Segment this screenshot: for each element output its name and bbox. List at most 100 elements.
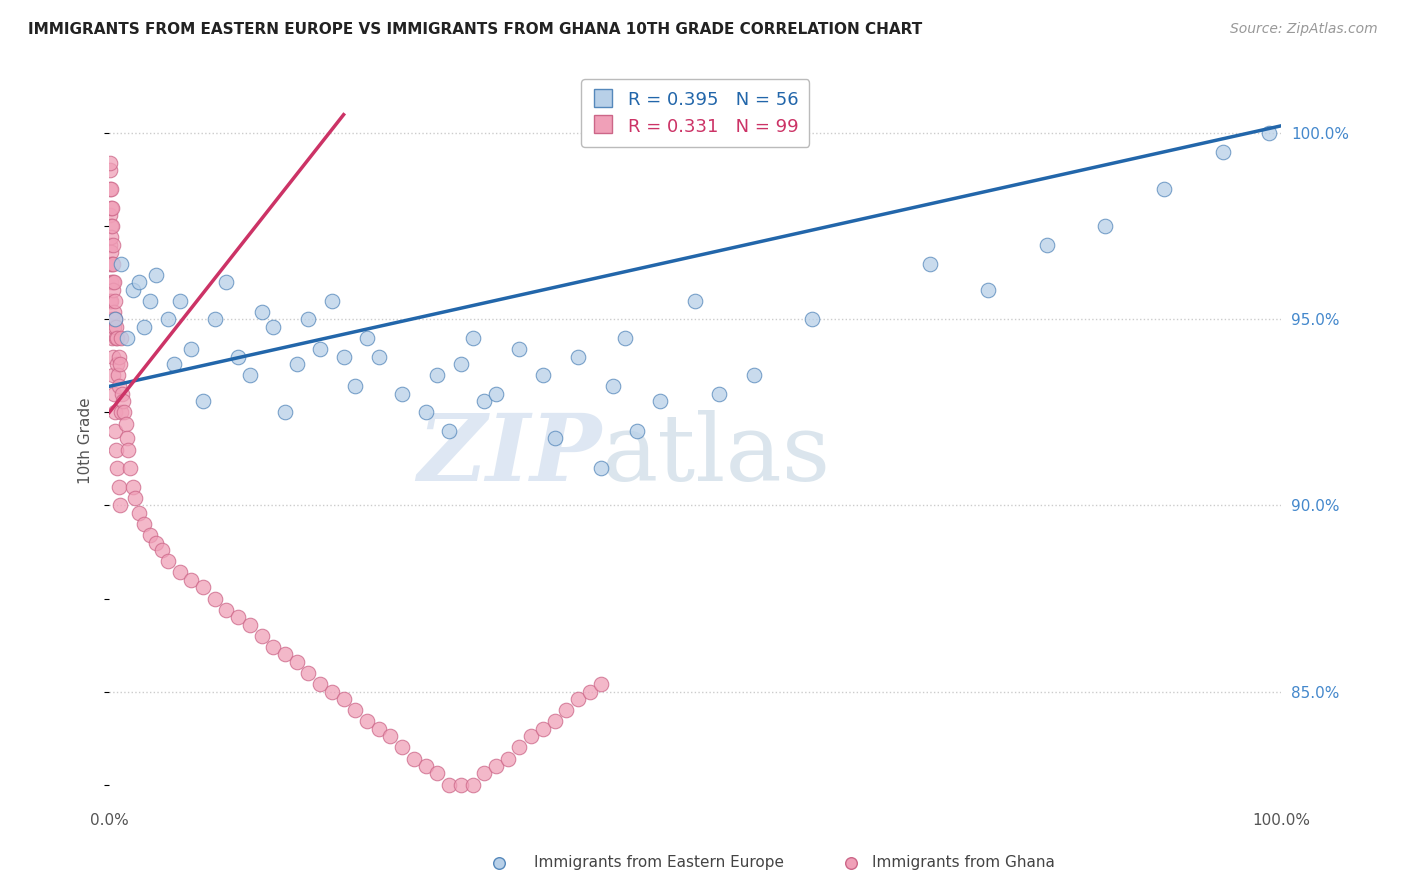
Point bbox=[105, 357, 128, 371]
Point bbox=[163, 357, 186, 371]
Point bbox=[121, 283, 143, 297]
Point bbox=[250, 305, 273, 319]
Point bbox=[100, 156, 122, 170]
Point bbox=[156, 312, 179, 326]
Text: IMMIGRANTS FROM EASTERN EUROPE VS IMMIGRANTS FROM GHANA 10TH GRADE CORRELATION C: IMMIGRANTS FROM EASTERN EUROPE VS IMMIGR… bbox=[28, 22, 922, 37]
Point bbox=[591, 677, 613, 691]
Point bbox=[108, 357, 131, 371]
Point bbox=[107, 480, 129, 494]
Point bbox=[98, 163, 121, 178]
Point bbox=[426, 766, 449, 780]
Point bbox=[103, 405, 125, 419]
Point bbox=[121, 480, 143, 494]
Point bbox=[145, 268, 167, 282]
Point bbox=[103, 305, 125, 319]
Point bbox=[117, 442, 139, 457]
Point bbox=[191, 580, 214, 594]
Point bbox=[391, 740, 413, 755]
Point bbox=[367, 350, 389, 364]
Point bbox=[100, 201, 122, 215]
Point bbox=[801, 312, 824, 326]
Point bbox=[472, 394, 495, 409]
Point bbox=[520, 729, 543, 743]
Point bbox=[115, 432, 138, 446]
Point bbox=[204, 591, 226, 606]
Point bbox=[98, 256, 121, 270]
Point bbox=[285, 357, 308, 371]
Text: atlas: atlas bbox=[602, 409, 831, 500]
Point bbox=[112, 394, 135, 409]
Point bbox=[103, 293, 125, 308]
Point bbox=[472, 766, 495, 780]
Point bbox=[648, 394, 671, 409]
Point bbox=[1211, 145, 1233, 159]
Point bbox=[105, 442, 128, 457]
Point bbox=[107, 368, 129, 383]
Point bbox=[555, 703, 578, 717]
Point bbox=[104, 312, 127, 326]
Point bbox=[578, 684, 600, 698]
Point bbox=[100, 293, 122, 308]
Point bbox=[100, 245, 122, 260]
Point bbox=[415, 759, 437, 773]
Point bbox=[262, 319, 284, 334]
Point bbox=[104, 424, 127, 438]
Point bbox=[114, 405, 136, 419]
Point bbox=[344, 379, 367, 393]
Point bbox=[100, 219, 122, 234]
Point bbox=[356, 331, 378, 345]
Point bbox=[262, 640, 284, 654]
Point bbox=[742, 368, 765, 383]
Point bbox=[297, 312, 319, 326]
Point bbox=[567, 692, 589, 706]
Point bbox=[321, 684, 343, 698]
Point bbox=[461, 778, 484, 792]
Point bbox=[134, 517, 156, 532]
Point bbox=[285, 655, 308, 669]
Point bbox=[485, 759, 508, 773]
Point bbox=[101, 283, 124, 297]
Point bbox=[108, 499, 131, 513]
Point bbox=[100, 275, 122, 289]
Point bbox=[226, 350, 249, 364]
Point bbox=[215, 275, 238, 289]
Point bbox=[356, 714, 378, 729]
Point bbox=[1035, 238, 1057, 252]
Point bbox=[239, 617, 262, 632]
Point bbox=[156, 554, 179, 568]
Point bbox=[602, 379, 624, 393]
Point bbox=[250, 629, 273, 643]
Text: Immigrants from Ghana: Immigrants from Ghana bbox=[872, 855, 1054, 870]
Point bbox=[108, 379, 131, 393]
Point bbox=[139, 293, 162, 308]
Point bbox=[101, 238, 124, 252]
Point bbox=[115, 331, 138, 345]
Text: Immigrants from Eastern Europe: Immigrants from Eastern Europe bbox=[534, 855, 785, 870]
Legend: R = 0.395   N = 56, R = 0.331   N = 99: R = 0.395 N = 56, R = 0.331 N = 99 bbox=[581, 79, 810, 147]
Point bbox=[977, 283, 1000, 297]
Point bbox=[104, 312, 127, 326]
Point bbox=[461, 331, 484, 345]
Point bbox=[321, 293, 343, 308]
Point bbox=[1094, 219, 1116, 234]
Point bbox=[402, 751, 425, 765]
Point bbox=[139, 528, 162, 542]
Point bbox=[103, 319, 125, 334]
Point bbox=[450, 357, 472, 371]
Point bbox=[100, 230, 122, 244]
Point bbox=[274, 405, 297, 419]
Point bbox=[508, 342, 530, 356]
Point bbox=[110, 256, 132, 270]
Point bbox=[101, 275, 124, 289]
Point bbox=[103, 275, 125, 289]
Point bbox=[104, 331, 127, 345]
Text: Source: ZipAtlas.com: Source: ZipAtlas.com bbox=[1230, 22, 1378, 37]
Point bbox=[367, 722, 389, 736]
Point bbox=[110, 405, 132, 419]
Point bbox=[180, 342, 202, 356]
Point bbox=[103, 256, 125, 270]
Point bbox=[145, 535, 167, 549]
Point bbox=[332, 350, 354, 364]
Point bbox=[626, 424, 648, 438]
Point bbox=[613, 331, 636, 345]
